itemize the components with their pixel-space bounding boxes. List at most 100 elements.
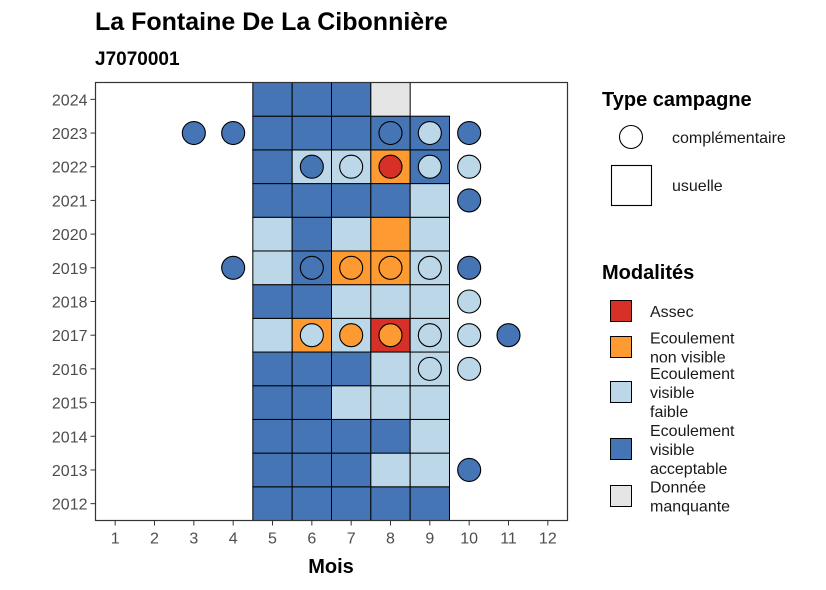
cell-2016-6 [291, 351, 332, 387]
legend-key-assec [610, 300, 632, 322]
x-tick-label-7: 7 [347, 531, 356, 548]
legend-key-ecoulement_non_visible [610, 336, 632, 358]
legend-label-ecoulement_visible_acceptable-line-2: visible [650, 442, 695, 459]
cell-2015-8 [370, 385, 411, 420]
cell-2013-5 [252, 452, 293, 488]
point-2017-7 [339, 323, 364, 348]
point-2019-7 [339, 255, 364, 280]
cell-2012-7 [331, 486, 372, 521]
cell-2013-9 [409, 452, 450, 488]
x-tick-label-6: 6 [307, 531, 316, 548]
cell-2023-5 [252, 115, 293, 151]
legend-label-ecoulement_visible_faible-line-2: visible [650, 385, 695, 402]
legend-label-usuelle: usuelle [672, 178, 723, 195]
x-tick-label-3: 3 [189, 531, 198, 548]
legend-label-ecoulement_non_visible-line-2: non visible [650, 350, 726, 367]
y-axis: 2012 2013 2014 2015 2016 2017 2018 2019 2020 2021… [52, 92, 96, 514]
legend-type-title: Type campagne [602, 89, 752, 111]
point-2023-10 [457, 120, 482, 146]
cell-2024-5 [252, 82, 293, 117]
cell-2012-8 [370, 486, 411, 521]
point-2019-4 [221, 255, 246, 280]
legend-label-ecoulement_visible_faible-line-3: faible [650, 404, 688, 421]
point-2022-9 [417, 154, 442, 179]
y-tick-label-2018: 2018 [52, 295, 88, 312]
point-2019-8 [378, 255, 403, 280]
legend-key-donnee_manquante [610, 485, 632, 507]
cell-2017-5 [252, 317, 293, 353]
cell-2024-8 [370, 82, 411, 117]
cell-2014-8 [370, 418, 411, 454]
legend-square-key [610, 164, 653, 207]
chart-title: La Fontaine De La Cibonnière [95, 8, 448, 36]
cell-2013-6 [291, 452, 332, 488]
legend-label-ecoulement_non_visible-line-1: Ecoulement [650, 331, 735, 348]
y-tick-label-2020: 2020 [52, 227, 88, 244]
cell-2013-7 [331, 452, 372, 488]
point-2019-9 [417, 255, 442, 280]
x-tick-label-1: 1 [111, 531, 120, 548]
cell-2019-5 [252, 250, 293, 286]
point-2017-9 [417, 323, 442, 348]
point-2016-10 [457, 356, 482, 381]
cell-2021-6 [291, 183, 332, 218]
y-tick-label-2023: 2023 [52, 126, 88, 143]
cell-2014-6 [291, 418, 332, 454]
cell-2021-7 [331, 183, 372, 218]
x-tick-label-10: 10 [460, 531, 478, 548]
cell-2015-5 [252, 385, 293, 420]
cell-2012-5 [252, 486, 293, 521]
point-2013-10 [457, 457, 482, 483]
cell-2016-8 [370, 351, 411, 387]
cell-2015-6 [291, 385, 332, 420]
x-tick-label-12: 12 [539, 531, 557, 548]
chart-subtitle: J7070001 [95, 49, 180, 70]
legend-label-donnee_manquante-line-2: manquante [650, 499, 730, 516]
point-2018-10 [457, 289, 482, 314]
point-2021-10 [457, 188, 482, 213]
cell-2024-6 [291, 82, 332, 117]
cell-2012-9 [409, 486, 450, 521]
point-2016-9 [417, 356, 442, 381]
point-2022-10 [457, 154, 482, 179]
cell-2020-6 [291, 216, 332, 252]
point-2023-4 [221, 120, 246, 146]
legend-type-campagne: Type campagne complémentaire usuelle [602, 89, 786, 207]
legend-label-ecoulement_visible_faible-line-1: Ecoulement [650, 366, 735, 383]
cell-2015-9 [409, 385, 450, 420]
legend-label-complementaire: complémentaire [672, 130, 786, 147]
y-tick-label-2024: 2024 [52, 92, 88, 109]
cell-2012-6 [291, 486, 332, 521]
y-tick-label-2012: 2012 [52, 497, 88, 514]
cell-2022-5 [252, 149, 293, 185]
point-2017-8 [378, 323, 403, 348]
cell-2018-7 [331, 284, 372, 319]
y-tick-label-2014: 2014 [52, 429, 88, 446]
point-2022-7 [339, 154, 364, 179]
y-tick-label-2019: 2019 [52, 261, 88, 278]
point-2019-6 [299, 255, 324, 280]
point-2023-3 [181, 120, 206, 146]
x-tick-label-9: 9 [425, 531, 434, 548]
cell-2020-5 [252, 216, 293, 252]
legend-label-donnee_manquante-line-1: Donnée [650, 480, 706, 497]
x-tick-label-8: 8 [386, 531, 395, 548]
cell-2024-7 [331, 82, 372, 117]
point-2017-10 [457, 323, 482, 348]
y-tick-label-2017: 2017 [52, 328, 88, 345]
y-tick-label-2016: 2016 [52, 362, 88, 379]
cell-2013-8 [370, 452, 411, 488]
usuelle-cells [252, 82, 450, 521]
cell-2020-7 [331, 216, 372, 252]
cell-2021-9 [409, 183, 450, 218]
cell-2020-9 [409, 216, 450, 252]
cell-2023-6 [291, 115, 332, 151]
cell-2021-5 [252, 183, 293, 218]
complementaire-points [181, 120, 521, 483]
cell-2018-5 [252, 284, 293, 319]
x-tick-label-5: 5 [268, 531, 277, 548]
point-2022-6 [299, 154, 324, 179]
cell-2014-5 [252, 418, 293, 454]
legend-key-ecoulement_visible_acceptable [610, 438, 632, 460]
